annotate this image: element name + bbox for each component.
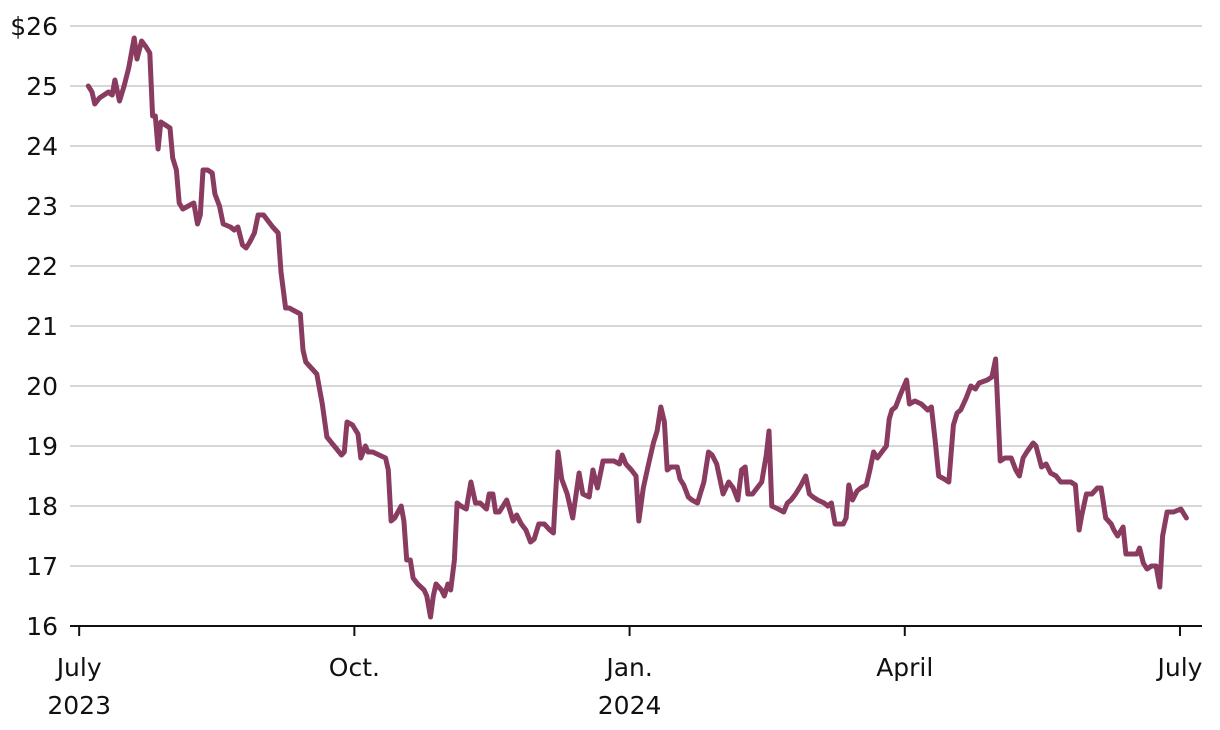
y-tick-label: 20 <box>26 372 58 401</box>
y-tick-label: 21 <box>26 312 58 341</box>
x-tick-label: April <box>876 653 933 682</box>
x-tick-label-line: Oct. <box>329 653 380 682</box>
x-tick-label-line: 2024 <box>598 691 662 720</box>
x-tick-label-line: Jan. <box>604 653 652 682</box>
x-tick-label: Jan. 2024 <box>598 653 662 720</box>
y-tick-label: 19 <box>26 432 58 461</box>
y-tick-label: 18 <box>26 492 58 521</box>
x-tick-label: Oct. <box>329 653 380 682</box>
y-tick-label: 23 <box>26 192 58 221</box>
y-tick-label: 16 <box>26 612 58 641</box>
x-tick-label: July <box>1155 653 1202 682</box>
y-tick-label: 25 <box>26 72 58 101</box>
x-tick-label-line: July <box>55 653 102 682</box>
y-tick-label: $26 <box>10 12 58 41</box>
x-tick-label-line: 2023 <box>47 691 111 720</box>
x-tick-label-line: July <box>1155 653 1202 682</box>
y-tick-label: 22 <box>26 252 58 281</box>
price-line <box>85 35 1189 620</box>
y-tick-label: 17 <box>26 552 58 581</box>
y-tick-label: 24 <box>26 132 58 161</box>
x-tick-label: July 2023 <box>47 653 111 720</box>
x-tick-label-line: April <box>876 653 933 682</box>
